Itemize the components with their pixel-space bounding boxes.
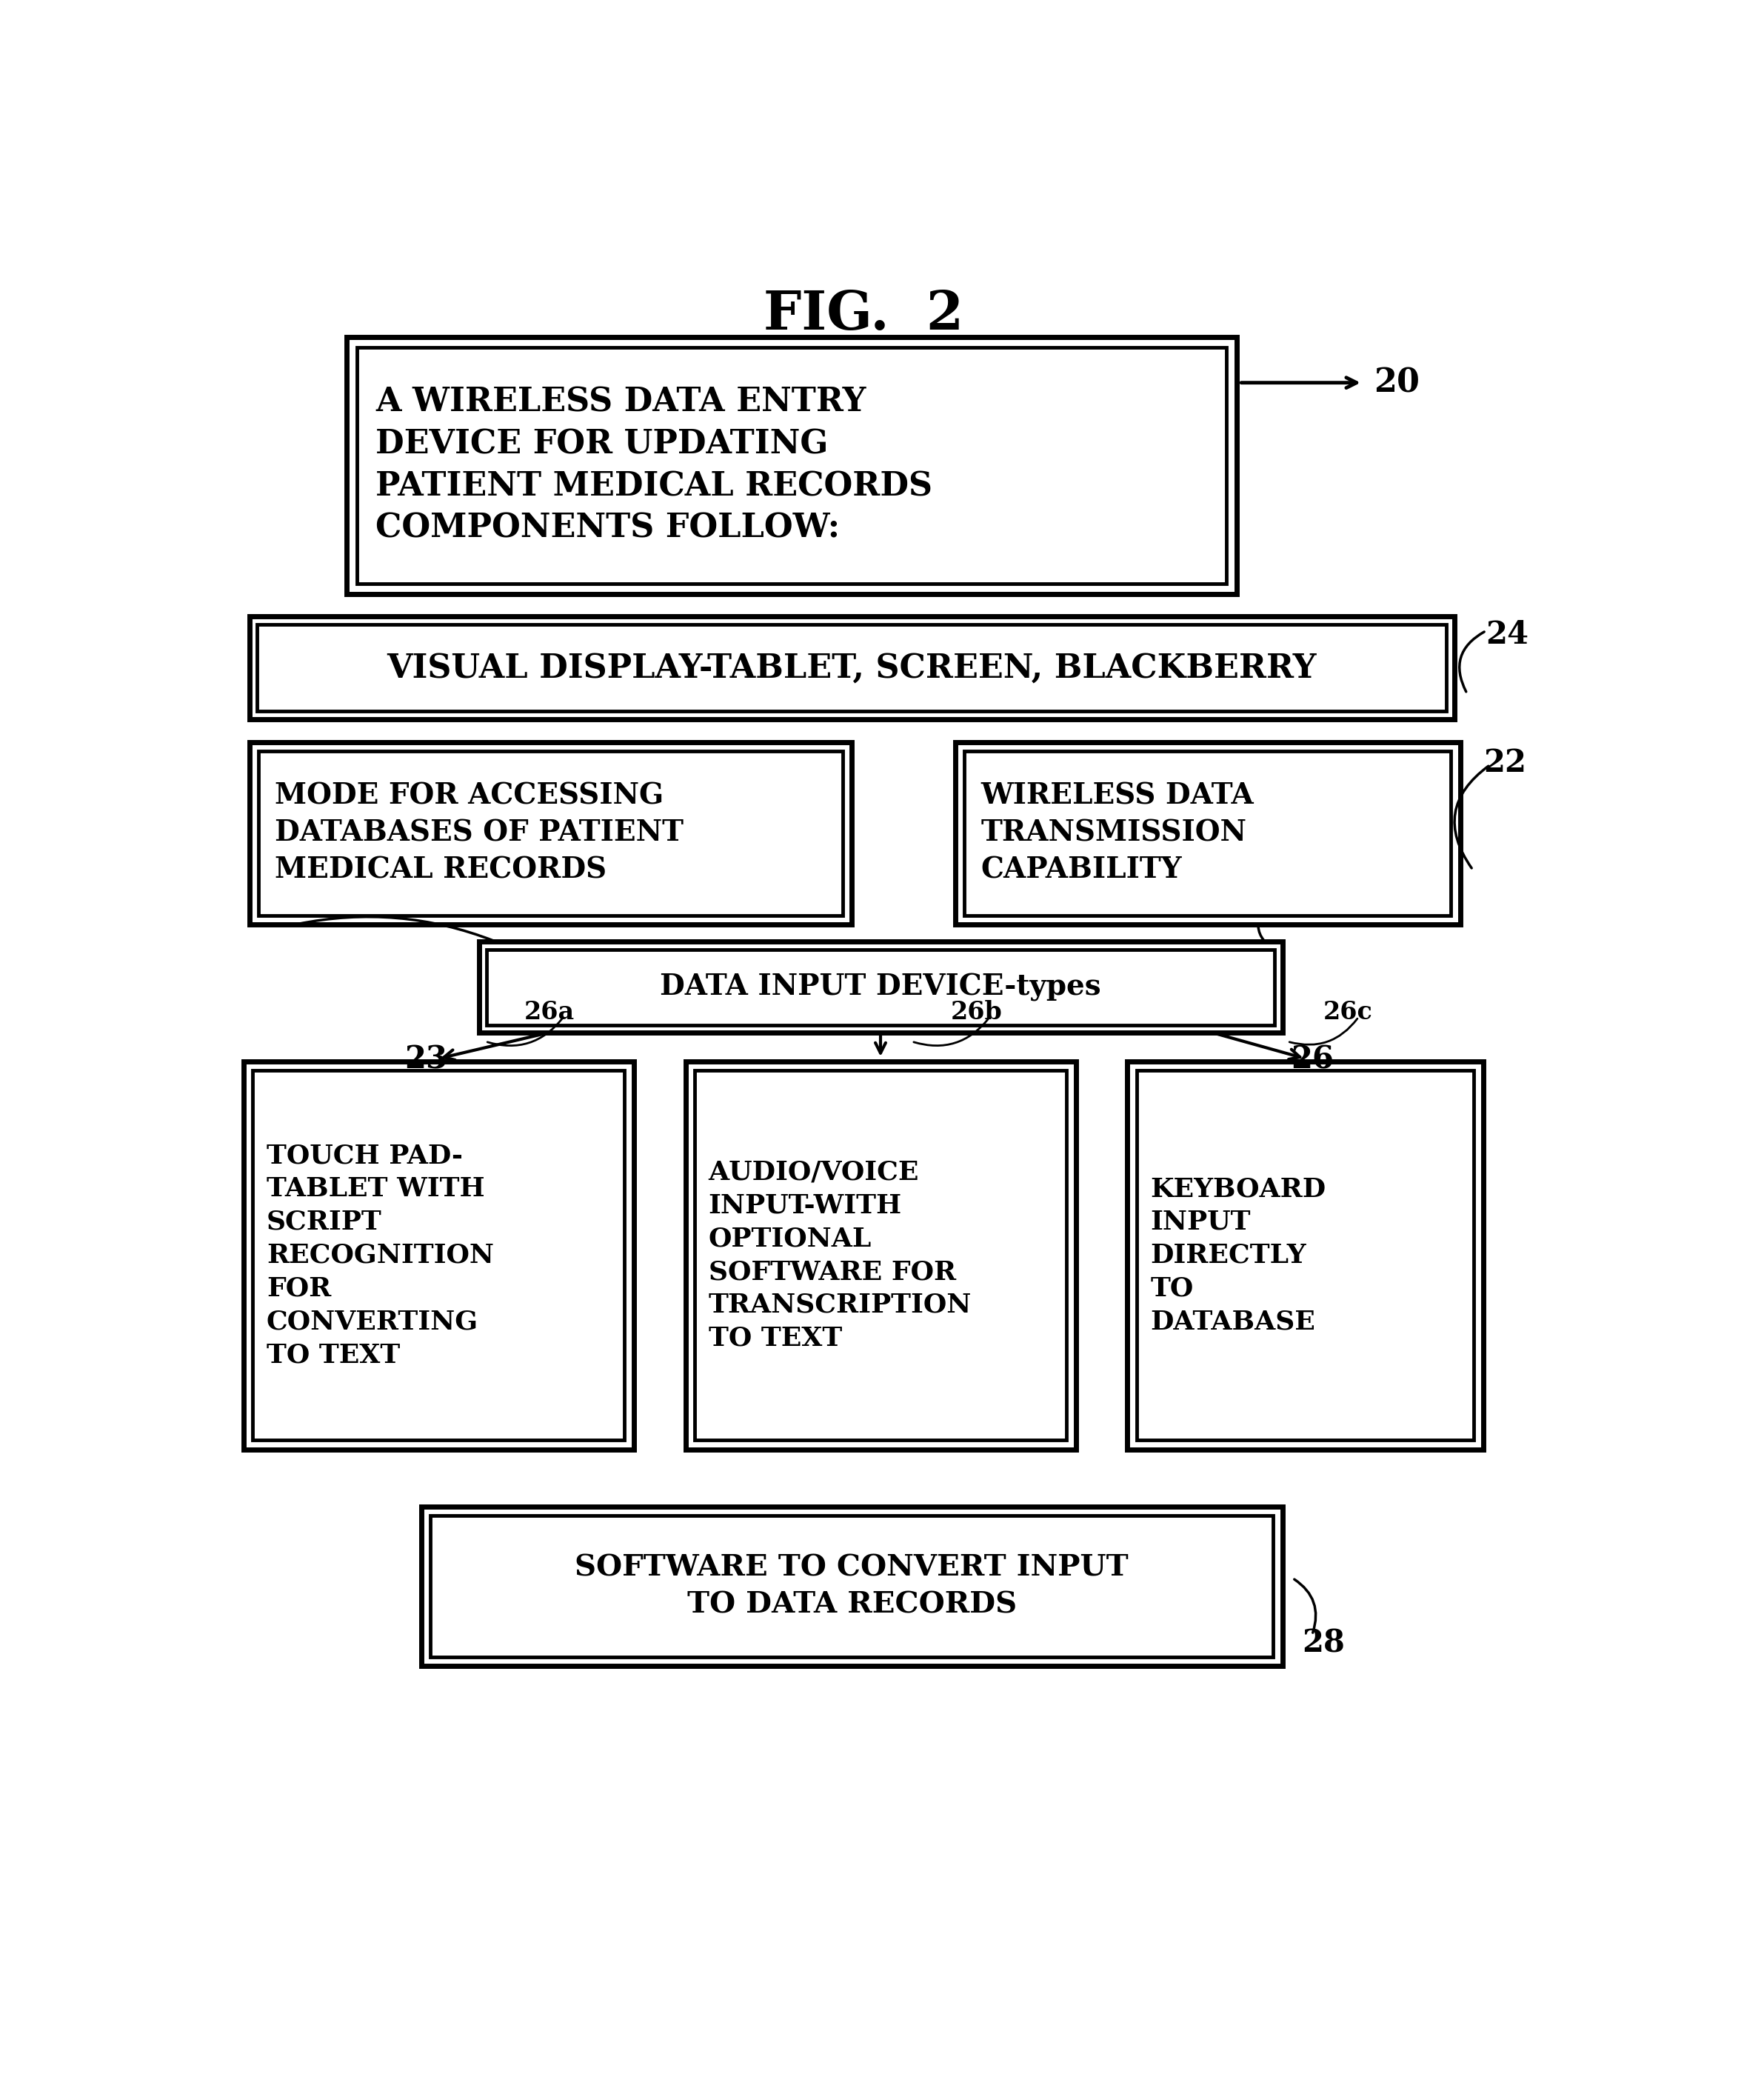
Text: WIRELESS DATA
TRANSMISSION
CAPABILITY: WIRELESS DATA TRANSMISSION CAPABILITY (981, 783, 1254, 885)
Text: AUDIO/VOICE
INPUT-WITH
OPTIONAL
SOFTWARE FOR
TRANSCRIPTION
TO TEXT: AUDIO/VOICE INPUT-WITH OPTIONAL SOFTWARE… (709, 1159, 972, 1350)
Text: 26b: 26b (951, 999, 1002, 1024)
Bar (430, 1516, 1274, 1657)
Bar (965, 752, 1452, 916)
Bar (1136, 1070, 1475, 1439)
Text: 22: 22 (1484, 748, 1526, 779)
Bar (348, 336, 1237, 594)
Bar (258, 752, 843, 916)
Bar (954, 741, 1461, 924)
Bar (487, 949, 1274, 1024)
Text: DATA INPUT DEVICE-types: DATA INPUT DEVICE-types (660, 974, 1101, 1001)
Text: 20: 20 (1374, 368, 1420, 399)
Bar (1127, 1061, 1484, 1450)
Text: 26: 26 (1291, 1045, 1334, 1076)
Bar (258, 625, 1446, 710)
Bar (252, 1070, 624, 1439)
Bar (478, 941, 1282, 1032)
Text: KEYBOARD
INPUT
DIRECTLY
TO
DATABASE: KEYBOARD INPUT DIRECTLY TO DATABASE (1150, 1176, 1327, 1333)
Bar (356, 347, 1226, 584)
Text: FIG.  2: FIG. 2 (764, 289, 963, 341)
Bar (243, 1061, 633, 1450)
Text: VISUAL DISPLAY-TABLET, SCREEN, BLACKBERRY: VISUAL DISPLAY-TABLET, SCREEN, BLACKBERR… (386, 652, 1316, 683)
Text: MODE FOR ACCESSING
DATABASES OF PATIENT
MEDICAL RECORDS: MODE FOR ACCESSING DATABASES OF PATIENT … (275, 783, 684, 885)
Bar (686, 1061, 1076, 1450)
Text: 26a: 26a (524, 999, 575, 1024)
Text: 26c: 26c (1323, 999, 1372, 1024)
Bar (249, 617, 1455, 719)
Bar (695, 1070, 1067, 1439)
Bar (249, 741, 852, 924)
Text: A WIRELESS DATA ENTRY
DEVICE FOR UPDATING
PATIENT MEDICAL RECORDS
COMPONENTS FOL: A WIRELESS DATA ENTRY DEVICE FOR UPDATIN… (376, 386, 933, 544)
Text: TOUCH PAD-
TABLET WITH
SCRIPT
RECOGNITION
FOR
CONVERTING
TO TEXT: TOUCH PAD- TABLET WITH SCRIPT RECOGNITIO… (266, 1142, 494, 1367)
Text: SOFTWARE TO CONVERT INPUT
TO DATA RECORDS: SOFTWARE TO CONVERT INPUT TO DATA RECORD… (575, 1554, 1129, 1618)
Text: 28: 28 (1302, 1628, 1346, 1660)
Bar (422, 1506, 1282, 1666)
Text: 24: 24 (1485, 619, 1529, 650)
Text: 23: 23 (404, 1045, 448, 1076)
